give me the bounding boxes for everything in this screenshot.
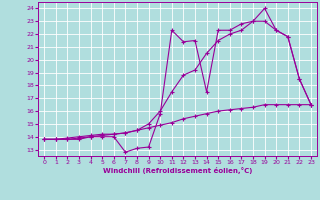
X-axis label: Windchill (Refroidissement éolien,°C): Windchill (Refroidissement éolien,°C): [103, 167, 252, 174]
